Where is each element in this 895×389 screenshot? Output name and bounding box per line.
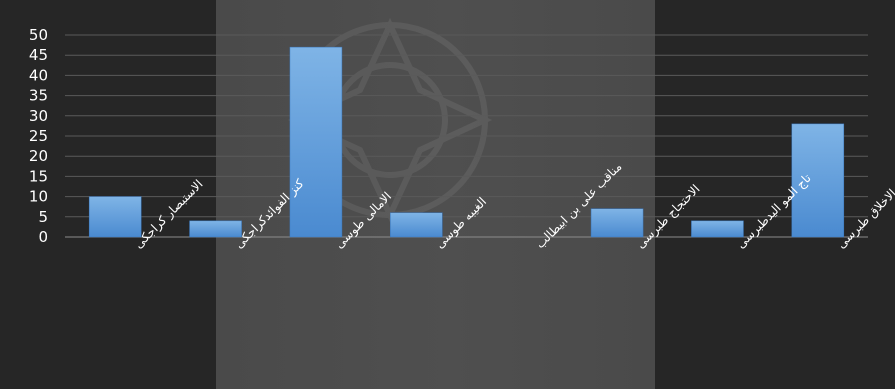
y-tick-label: 45 xyxy=(29,46,48,64)
y-tick-label: 50 xyxy=(29,26,48,44)
bar xyxy=(791,123,845,238)
y-tick-label: 35 xyxy=(29,87,48,105)
bar xyxy=(88,196,142,238)
y-tick-label: 25 xyxy=(29,127,48,145)
y-tick-label: 10 xyxy=(29,188,48,206)
y-tick-label: 20 xyxy=(29,147,48,165)
bar xyxy=(289,46,343,238)
y-tick-label: 30 xyxy=(29,107,48,125)
bar xyxy=(390,212,443,238)
y-tick-label: 40 xyxy=(29,66,48,84)
bar xyxy=(189,220,242,238)
y-tick-label: 5 xyxy=(38,208,48,226)
y-tick-label: 15 xyxy=(29,167,48,185)
bar xyxy=(691,220,744,238)
x-tick-label: مناقب علی بن ابیطالب xyxy=(533,160,625,252)
x-tick-label: الاستبصار کراجکی xyxy=(131,177,206,252)
bar xyxy=(590,208,644,238)
y-tick-label: 0 xyxy=(38,228,48,246)
